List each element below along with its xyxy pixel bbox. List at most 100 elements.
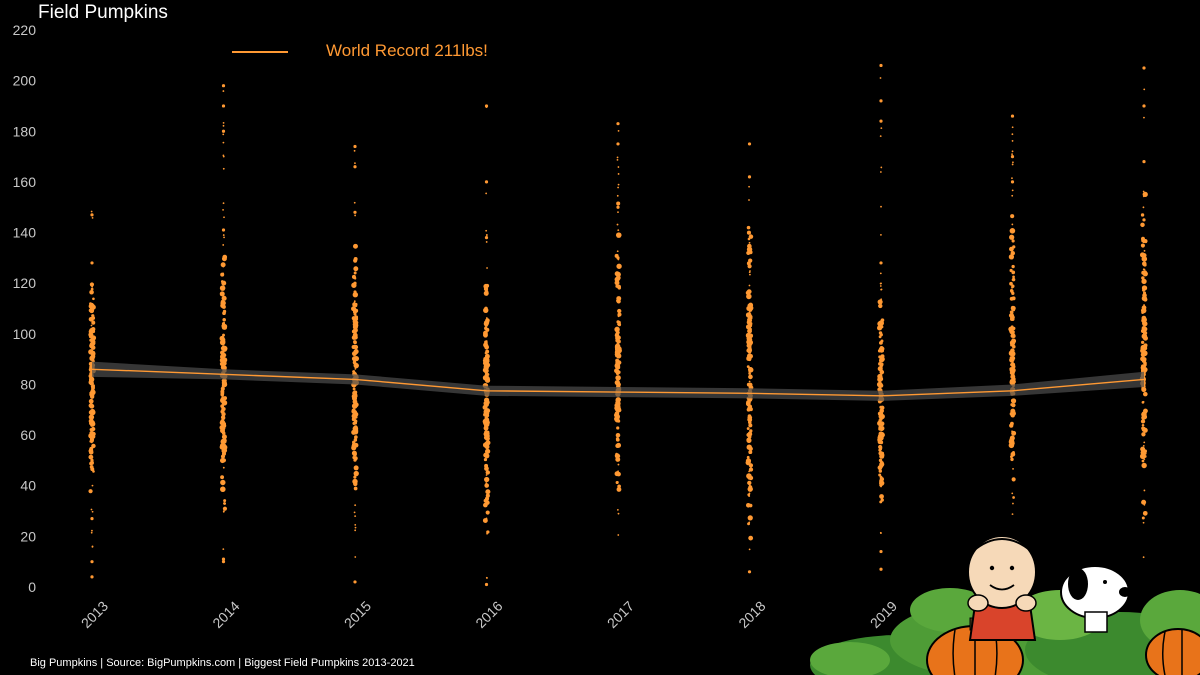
data-point (483, 283, 489, 289)
data-point (1009, 281, 1013, 286)
data-point (1143, 489, 1146, 492)
data-point (614, 276, 620, 282)
data-point (1011, 331, 1015, 335)
data-point (746, 336, 752, 341)
data-point (484, 448, 491, 454)
data-point (617, 335, 621, 340)
data-point (1142, 190, 1145, 193)
data-point (880, 282, 882, 285)
chart-caption: Big Pumpkins | Source: BigPumpkins.com |… (30, 657, 415, 669)
y-tick-label: 200 (13, 73, 37, 89)
data-point (353, 149, 356, 152)
data-point (1012, 467, 1014, 470)
data-point (353, 210, 357, 214)
data-point (879, 63, 883, 68)
data-point (220, 486, 226, 493)
data-point (1142, 206, 1145, 209)
data-point (879, 99, 883, 103)
data-point (91, 434, 96, 439)
data-point (748, 372, 751, 375)
data-point (616, 223, 619, 226)
data-point (485, 489, 491, 495)
data-point (878, 411, 884, 417)
data-point (220, 398, 225, 403)
data-point (1141, 426, 1145, 430)
data-point (878, 303, 883, 309)
data-point (1011, 126, 1014, 129)
data-point (354, 162, 356, 165)
data-point (878, 340, 883, 345)
data-point (353, 475, 357, 479)
data-point (617, 166, 620, 168)
data-point (220, 479, 226, 486)
data-point (616, 487, 622, 492)
data-point (222, 202, 225, 205)
data-point (746, 473, 752, 479)
data-point (1009, 234, 1015, 240)
data-point (878, 362, 882, 366)
data-point (1012, 496, 1015, 499)
data-point (617, 534, 620, 536)
data-point (1011, 340, 1015, 344)
data-point (221, 104, 226, 108)
snoopy-icon (1060, 565, 1131, 633)
data-point (1141, 285, 1148, 291)
data-point (484, 582, 489, 587)
data-point (88, 380, 93, 385)
data-point (880, 325, 884, 329)
data-point (617, 229, 620, 232)
data-point (354, 315, 359, 319)
data-point (1141, 432, 1146, 437)
data-point (1142, 268, 1145, 271)
data-point (90, 213, 94, 217)
data-point (746, 382, 751, 387)
data-point (351, 274, 356, 279)
data-point (748, 234, 754, 239)
data-point (91, 314, 95, 318)
data-point (90, 508, 93, 511)
data-point (353, 271, 357, 275)
data-point (222, 154, 225, 157)
data-point (90, 423, 94, 427)
data-point (746, 225, 751, 230)
data-point (1011, 189, 1014, 192)
data-point (222, 244, 225, 246)
data-point (354, 367, 357, 370)
data-point (879, 285, 882, 287)
x-tick-label: 2019 (867, 598, 900, 631)
data-point (1009, 368, 1014, 373)
data-point (222, 317, 226, 322)
data-point (1011, 277, 1016, 282)
data-point (617, 183, 620, 186)
data-point (1012, 326, 1016, 331)
data-point (353, 390, 358, 395)
data-point (616, 122, 620, 126)
data-point (90, 400, 93, 404)
data-point (91, 443, 96, 449)
data-point (616, 471, 621, 477)
data-point (616, 156, 619, 159)
data-point (1012, 502, 1014, 505)
data-point (616, 344, 620, 348)
data-point (220, 272, 225, 277)
data-point (746, 289, 752, 295)
data-point (1011, 430, 1017, 436)
data-point (617, 512, 620, 515)
data-point (880, 127, 883, 130)
data-point (617, 313, 621, 317)
data-point (221, 381, 225, 385)
data-point (616, 382, 621, 387)
data-point (879, 171, 882, 173)
data-point (482, 404, 488, 410)
data-point (1011, 364, 1016, 369)
data-point (1010, 333, 1015, 338)
data-point (352, 370, 356, 374)
data-point (351, 442, 356, 447)
data-point (354, 526, 357, 529)
data-point (616, 271, 621, 277)
data-point (880, 365, 883, 369)
x-tick-label: 2018 (735, 598, 768, 631)
data-point (748, 535, 754, 541)
data-point (1142, 191, 1148, 198)
data-point (353, 312, 357, 316)
